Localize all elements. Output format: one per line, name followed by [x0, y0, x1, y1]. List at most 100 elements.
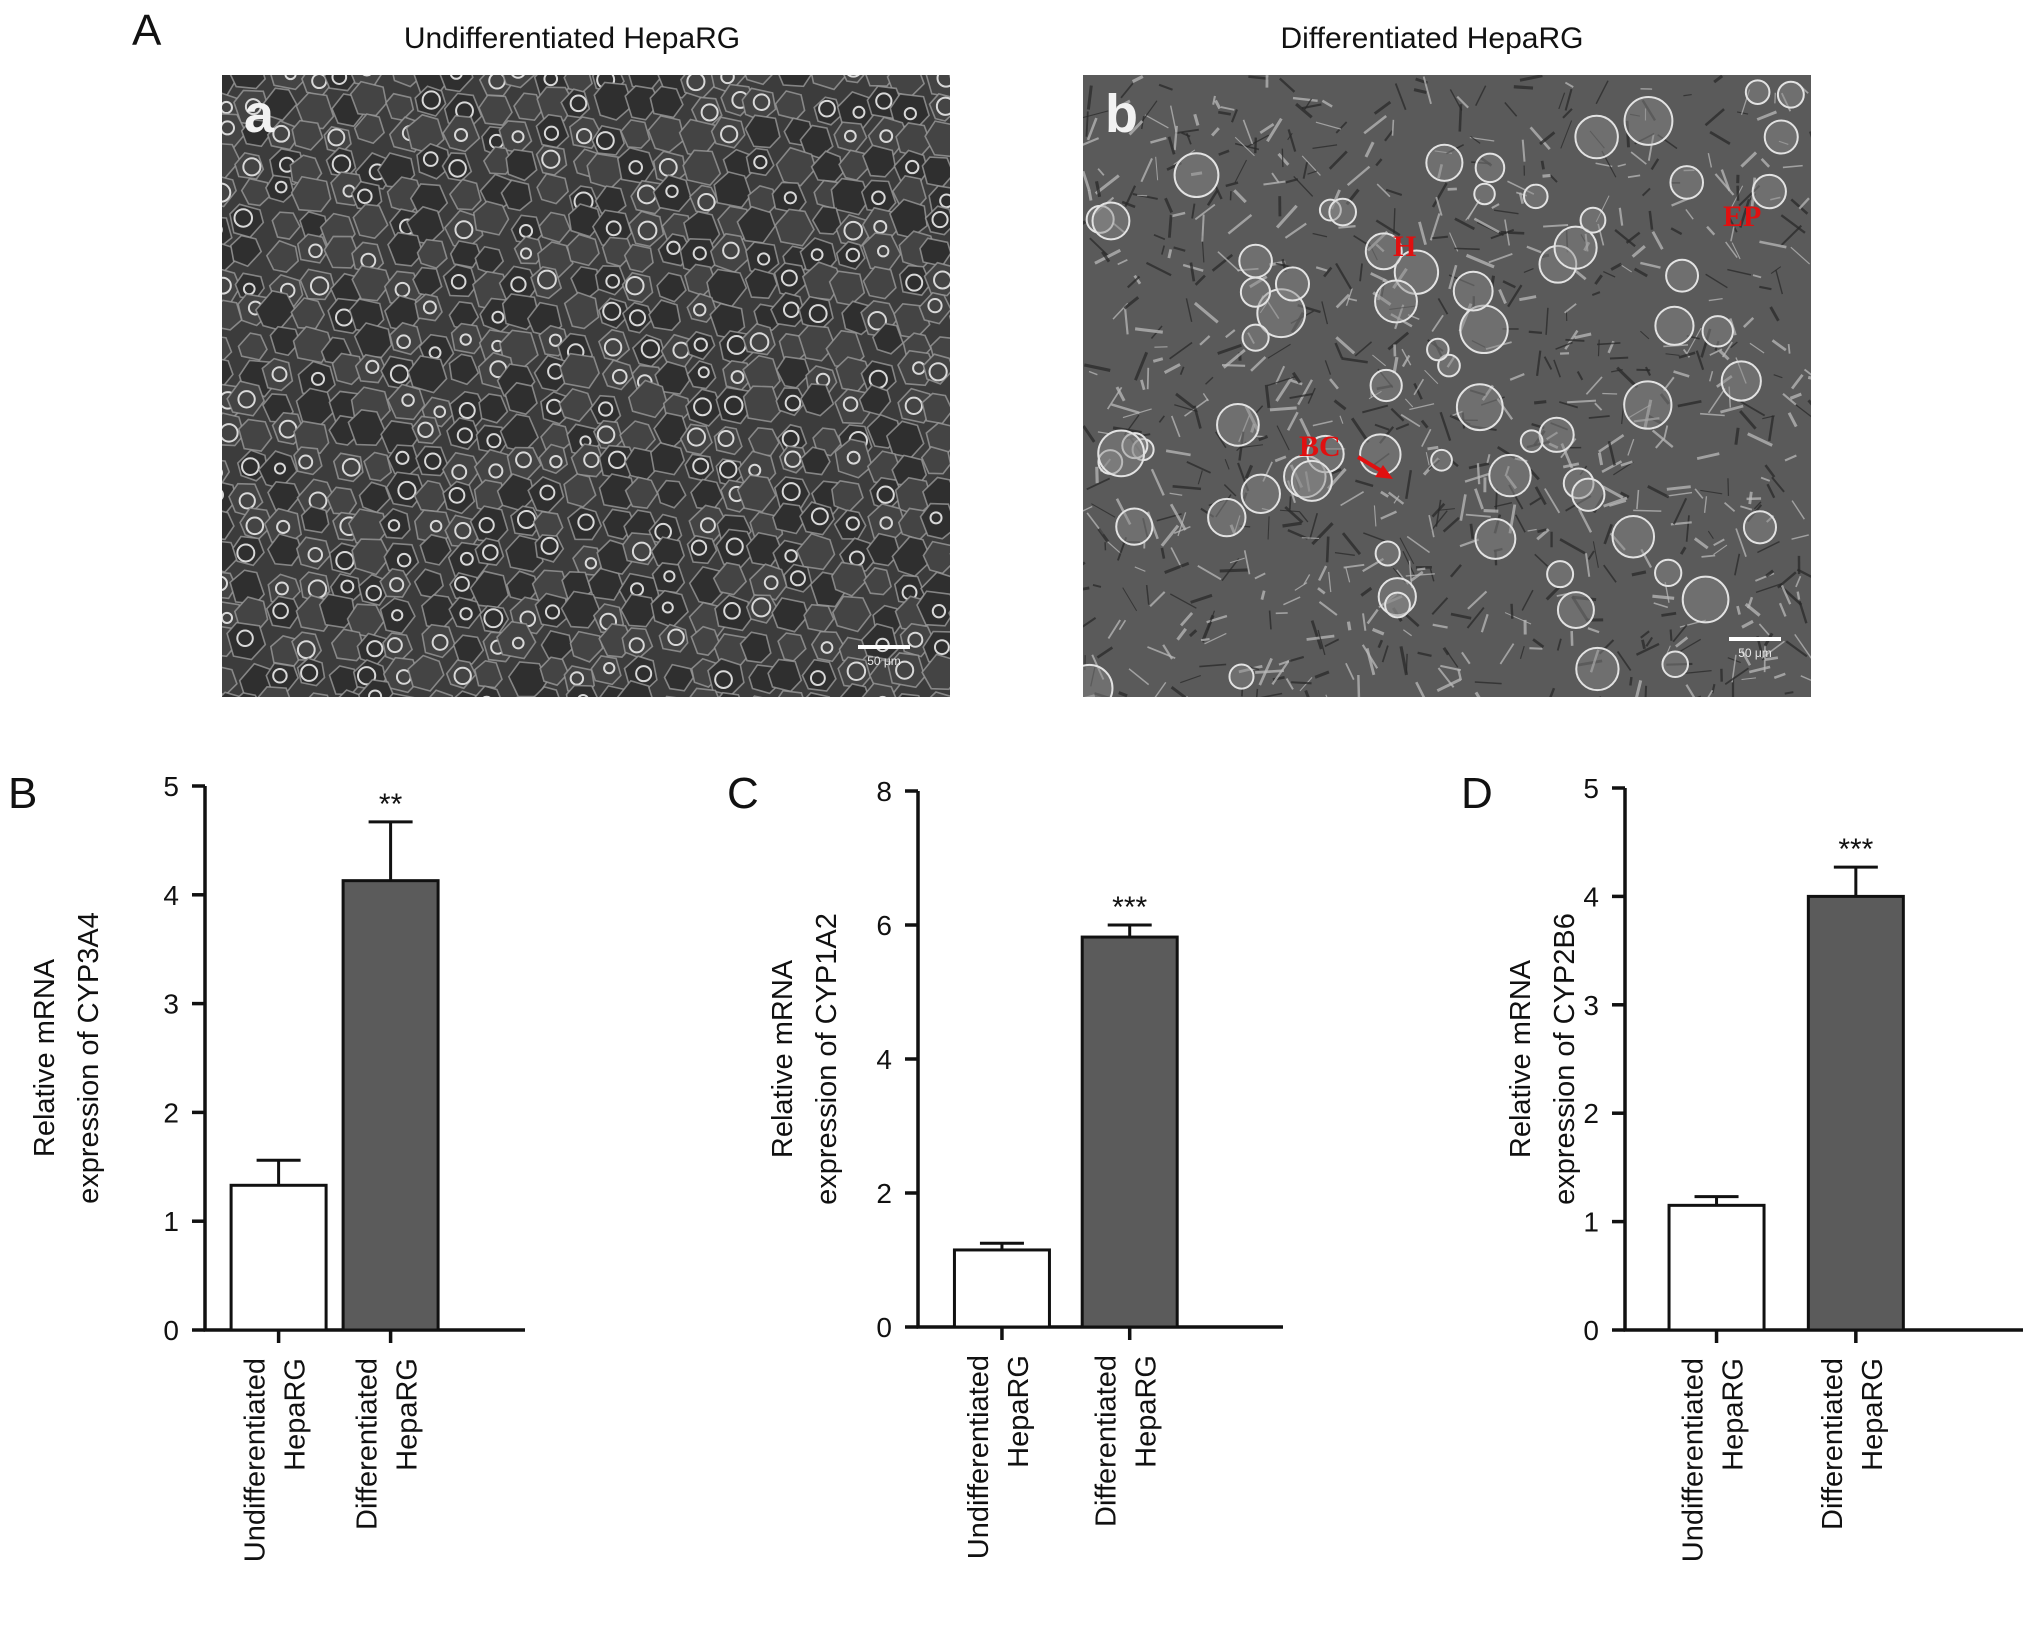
fiber — [1752, 274, 1762, 279]
cell — [473, 659, 503, 689]
fiber — [1381, 645, 1389, 663]
nucleus — [757, 252, 771, 266]
fiber — [1469, 425, 1497, 432]
hepatocyte-cluster — [1665, 258, 1700, 293]
nucleus — [783, 191, 797, 205]
fiber — [1770, 196, 1781, 201]
fiber — [1263, 180, 1286, 186]
sub-letter-a: a — [244, 84, 275, 144]
fiber — [1084, 694, 1096, 697]
nucleus — [396, 552, 412, 568]
y-axis-label: expression of CYP1A2 — [811, 913, 843, 1205]
fiber — [1499, 643, 1515, 665]
cell — [266, 533, 303, 567]
fiber — [1437, 164, 1444, 179]
x-tick-label: Differentiated — [1091, 1355, 1123, 1527]
fiber — [1339, 415, 1344, 424]
nucleus — [784, 549, 798, 563]
hepatocyte-cluster — [1239, 276, 1272, 308]
nucleus — [222, 423, 239, 443]
fiber — [1432, 340, 1443, 357]
nucleus — [222, 575, 229, 592]
fiber — [1164, 197, 1173, 213]
fiber — [1543, 356, 1553, 370]
fiber — [1122, 587, 1138, 612]
fiber — [1176, 627, 1188, 641]
nucleus — [308, 243, 323, 259]
fiber — [1465, 201, 1480, 221]
fiber — [1439, 411, 1452, 441]
fiber — [1782, 164, 1803, 169]
cell — [378, 507, 411, 540]
fiber — [1212, 95, 1216, 105]
fiber — [1651, 231, 1664, 250]
fiber — [1368, 390, 1382, 400]
nucleus — [222, 611, 234, 624]
cell — [478, 94, 513, 126]
cell — [232, 535, 265, 567]
fiber — [1150, 136, 1167, 144]
cell — [620, 119, 651, 149]
fiber — [1583, 241, 1591, 252]
fiber — [1255, 669, 1284, 674]
fiber — [1112, 222, 1125, 233]
fiber — [1400, 413, 1421, 428]
fiber — [1617, 163, 1626, 168]
fiber — [1565, 495, 1592, 512]
fiber — [1145, 585, 1150, 605]
cell — [293, 420, 330, 455]
cell — [777, 689, 804, 697]
hepatocyte-cluster — [1519, 429, 1544, 453]
fiber — [1795, 575, 1802, 588]
fiber — [1573, 268, 1587, 281]
fiber — [1118, 691, 1128, 697]
nucleus — [603, 662, 616, 675]
cell — [616, 679, 653, 697]
fiber — [1519, 75, 1543, 82]
fiber — [1759, 240, 1787, 249]
fiber — [1333, 399, 1347, 411]
nucleus — [327, 128, 346, 147]
cell — [742, 385, 782, 423]
hepatocyte-cluster — [1701, 315, 1734, 348]
hepatocyte-cluster — [1611, 514, 1656, 559]
fiber — [1242, 119, 1254, 145]
fiber — [1083, 110, 1109, 119]
fiber — [1289, 464, 1304, 489]
fiber — [1389, 305, 1419, 310]
nucleus — [569, 671, 585, 686]
cell — [257, 685, 291, 697]
fiber — [1238, 414, 1251, 443]
nucleus — [699, 517, 716, 534]
cell — [948, 75, 950, 79]
fiber — [1519, 645, 1525, 659]
fiber — [1181, 131, 1191, 138]
cell — [918, 291, 950, 325]
nucleus — [340, 579, 355, 594]
nucleus — [693, 303, 707, 317]
cell — [862, 265, 897, 300]
fiber — [1283, 596, 1301, 606]
fiber — [1785, 640, 1808, 658]
fiber — [1448, 264, 1458, 290]
fiber — [1546, 431, 1559, 441]
nucleus — [895, 660, 915, 680]
cell — [665, 695, 677, 697]
cell — [240, 118, 272, 148]
nucleus — [365, 584, 382, 602]
fiber — [1545, 585, 1561, 601]
fiber — [1661, 611, 1677, 617]
fiber — [1479, 156, 1493, 167]
fiber — [1279, 509, 1300, 513]
nucleus — [690, 539, 708, 556]
fiber — [1794, 633, 1811, 659]
fiber — [1493, 547, 1503, 553]
cell — [291, 119, 324, 151]
fiber — [1324, 360, 1332, 375]
y-tick-label: 1 — [163, 1206, 179, 1237]
fiber — [1784, 454, 1797, 462]
hepatocyte-cluster — [1661, 650, 1689, 679]
fiber — [1303, 574, 1311, 585]
fiber — [1648, 210, 1654, 230]
nucleus — [449, 75, 463, 80]
